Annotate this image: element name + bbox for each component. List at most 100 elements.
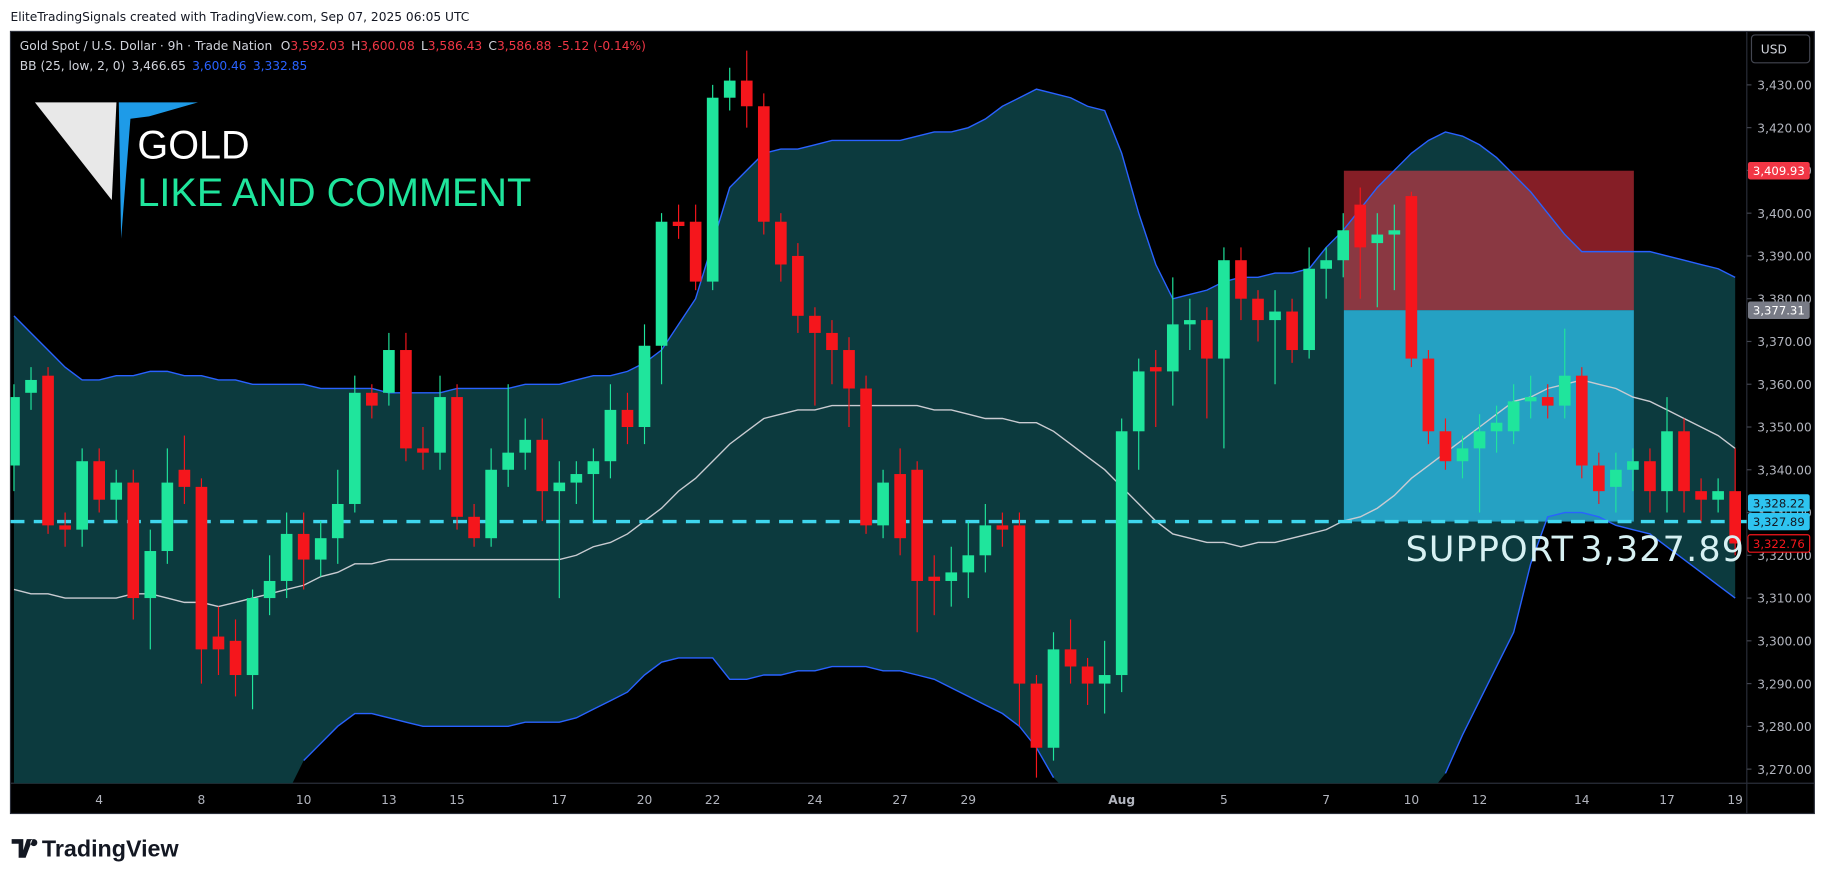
- logo-text: GOLD: [137, 123, 249, 167]
- candle-body: [1456, 448, 1469, 462]
- candle-body: [638, 345, 651, 428]
- x-tick-label: 12: [1472, 793, 1488, 807]
- attribution: EliteTradingSignals created with Trading…: [10, 10, 469, 24]
- x-tick-label: 20: [637, 793, 653, 807]
- candle-body: [1729, 491, 1741, 544]
- y-tick-label: 3,420.00: [1757, 121, 1811, 135]
- candle-body: [1575, 375, 1588, 466]
- candle-body: [161, 482, 174, 552]
- candle-body: [1439, 431, 1452, 462]
- candle-body: [1644, 461, 1656, 492]
- candle-body: [25, 379, 37, 393]
- call-to-action: LIKE AND COMMENT: [137, 171, 531, 215]
- candle-body: [519, 439, 532, 453]
- y-tick-label: 3,400.00: [1757, 207, 1811, 221]
- brand: TradingView: [42, 836, 180, 862]
- ohlc-key: C: [488, 39, 497, 53]
- x-tick-label: 19: [1727, 793, 1743, 807]
- band-layer: [13, 89, 1736, 784]
- candle-body: [1593, 465, 1605, 492]
- ohlc-value: 3,600.08: [360, 39, 414, 53]
- price-tag-label: 3,327.89: [1753, 515, 1805, 529]
- candle-body: [1473, 431, 1486, 449]
- x-tick-label: 13: [381, 793, 397, 807]
- candle-body: [1286, 311, 1298, 351]
- candle-body: [1695, 491, 1707, 500]
- candle-body: [809, 315, 821, 333]
- candle-body: [1252, 298, 1264, 321]
- target-zone: [1343, 310, 1634, 522]
- change: -5.12 (-0.14%): [558, 39, 646, 53]
- candle-body: [178, 469, 191, 487]
- y-tick-label: 3,350.00: [1757, 421, 1811, 435]
- candle-body: [93, 461, 106, 500]
- candle-body: [928, 576, 941, 581]
- indicator-value: 3,332.85: [253, 59, 307, 73]
- candle-body: [1661, 431, 1673, 492]
- candle-body: [59, 525, 71, 530]
- y-tick-label: 3,360.00: [1757, 378, 1811, 392]
- candle-body: [1047, 649, 1060, 748]
- candle-body: [212, 636, 225, 650]
- candle-body: [843, 350, 855, 389]
- candle-body: [127, 482, 140, 599]
- ohlc-value: 3,592.03: [290, 39, 344, 53]
- y-tick-label: 3,370.00: [1757, 335, 1811, 349]
- candle-body: [1422, 358, 1435, 432]
- band-line: [13, 88, 1736, 394]
- ohlc-key: H: [351, 39, 360, 53]
- price-tag: [1747, 301, 1810, 319]
- candle-body: [1132, 371, 1145, 432]
- x-tick-label: 10: [1404, 793, 1420, 807]
- candle-body: [1098, 675, 1111, 684]
- candle-body: [76, 461, 88, 530]
- x-tick-label: 10: [296, 793, 312, 807]
- candle-body: [468, 516, 480, 539]
- axes: 3,270.00 3,280.00 3,290.00 3,300.00 3,310.00…: [95, 79, 1811, 808]
- candle-body: [723, 80, 736, 98]
- x-tick-label: 22: [705, 793, 721, 807]
- candle-body: [1235, 260, 1247, 299]
- candle-body: [1269, 311, 1281, 321]
- ohlc-value: 3,586.43: [428, 39, 482, 53]
- y-tick-label: 3,290.00: [1757, 677, 1811, 691]
- candle-body: [297, 533, 310, 560]
- currency-button[interactable]: [1750, 34, 1811, 64]
- candle-body: [1149, 367, 1162, 372]
- candle-body: [1371, 234, 1384, 244]
- candle-body: [1303, 268, 1315, 351]
- price-tag-label: 3,409.93: [1753, 164, 1805, 178]
- candle-body: [1354, 204, 1367, 248]
- candle-body: [1337, 230, 1350, 261]
- candle-body: [1064, 649, 1077, 667]
- candle-body: [1115, 431, 1128, 676]
- candle-body: [1320, 260, 1332, 269]
- price-tag-label: 3,377.31: [1753, 304, 1805, 318]
- y-tick-label: 3,300.00: [1757, 634, 1811, 648]
- candle-body: [366, 392, 378, 406]
- candle-body: [962, 555, 975, 573]
- x-tick-label: 4: [95, 793, 103, 807]
- candle-body: [417, 448, 429, 453]
- support-label: SUPPORT: [1406, 530, 1575, 570]
- logo-shape: [34, 102, 117, 201]
- candle-body: [246, 598, 259, 676]
- price-tag: [1747, 534, 1811, 553]
- candle-body: [757, 106, 770, 222]
- candle-body: [826, 332, 838, 351]
- candle-body: [706, 97, 719, 282]
- candle-body: [689, 221, 702, 282]
- candle-body: [348, 392, 361, 504]
- candle-body: [1388, 230, 1401, 235]
- x-tick-label: 8: [198, 793, 206, 807]
- price-tag: [1747, 161, 1810, 180]
- ohlc-key: O: [281, 39, 291, 53]
- candle-body: [740, 80, 753, 107]
- x-tick-label: Aug: [1108, 793, 1135, 807]
- candle-body: [434, 397, 446, 453]
- candle-body: [1627, 461, 1639, 470]
- logo-shape: [118, 102, 198, 239]
- candles: [10, 50, 1741, 778]
- candle-body: [1201, 320, 1213, 359]
